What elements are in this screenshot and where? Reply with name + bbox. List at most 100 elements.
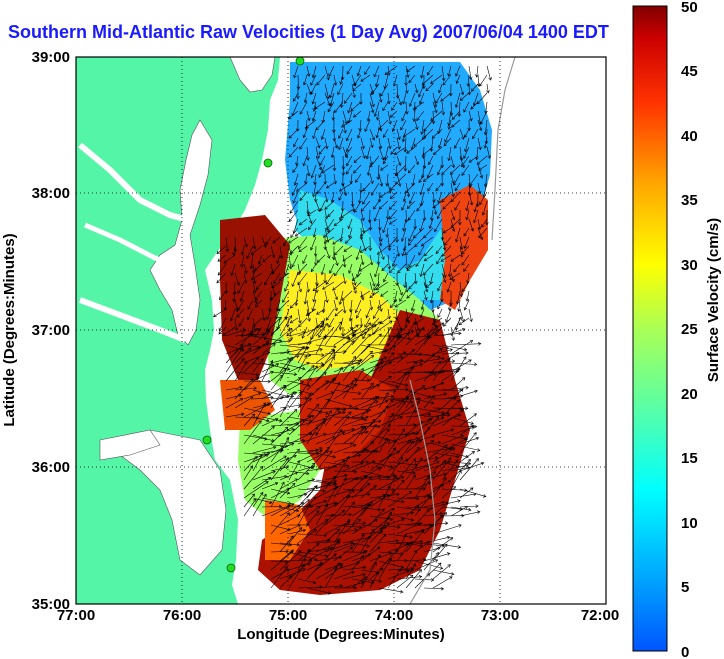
velocity-arrowhead bbox=[345, 152, 349, 157]
velocity-arrow bbox=[450, 316, 462, 337]
velocity-arrow bbox=[243, 413, 255, 427]
velocity-arrow bbox=[369, 128, 375, 141]
velocity-arrowhead bbox=[218, 331, 222, 335]
velocity-arrowhead bbox=[336, 381, 340, 386]
velocity-arrowhead bbox=[421, 175, 425, 179]
velocity-arrowhead bbox=[469, 118, 473, 122]
velocity-arrow bbox=[315, 556, 342, 562]
velocity-arrow bbox=[261, 505, 291, 517]
velocity-arrowhead bbox=[250, 251, 255, 255]
velocity-arrowhead bbox=[370, 144, 374, 149]
velocity-arrow bbox=[441, 65, 445, 81]
velocity-arrow bbox=[405, 83, 408, 94]
velocity-arrowhead bbox=[387, 72, 391, 76]
velocity-arrow bbox=[423, 227, 434, 239]
velocity-arrow bbox=[441, 191, 452, 203]
velocity-arrow bbox=[401, 200, 407, 211]
station-marker bbox=[263, 158, 273, 168]
velocity-arrow bbox=[450, 218, 461, 229]
velocity-arrow bbox=[413, 101, 425, 110]
velocity-arrowhead bbox=[442, 81, 446, 86]
velocity-arrowhead bbox=[424, 252, 428, 257]
velocity-arrowhead bbox=[408, 286, 412, 290]
velocity-arrowhead bbox=[469, 340, 474, 344]
velocity-arrowhead bbox=[479, 175, 484, 179]
velocity-arrowhead bbox=[362, 426, 366, 430]
velocity-arrow bbox=[261, 363, 279, 373]
velocity-arrowhead bbox=[290, 234, 294, 238]
velocity-arrowhead bbox=[236, 314, 240, 318]
velocity-arrowhead bbox=[322, 420, 326, 424]
velocity-arrow bbox=[469, 173, 479, 186]
velocity-arrowhead bbox=[397, 136, 401, 141]
velocity-arrow bbox=[271, 281, 281, 288]
velocity-arrow bbox=[324, 461, 349, 467]
velocity-arrowhead bbox=[459, 394, 464, 398]
velocity-arrowhead bbox=[449, 276, 453, 280]
velocity-arrowhead bbox=[274, 482, 279, 486]
velocity-arrowhead bbox=[410, 400, 414, 404]
velocity-arrow bbox=[463, 227, 470, 237]
velocity-arrowhead bbox=[447, 307, 452, 311]
velocity-arrow bbox=[450, 173, 454, 184]
velocity-arrow bbox=[359, 245, 371, 253]
velocity-arrow bbox=[333, 155, 335, 171]
velocity-arrowhead bbox=[333, 486, 337, 491]
velocity-arrow bbox=[369, 494, 390, 508]
velocity-arrowhead bbox=[380, 358, 384, 362]
velocity-arrow bbox=[387, 533, 413, 538]
velocity-arrowhead bbox=[302, 366, 306, 371]
velocity-arrowhead bbox=[291, 391, 295, 395]
velocity-arrowhead bbox=[216, 250, 220, 254]
velocity-arrow bbox=[369, 173, 373, 184]
velocity-arrowhead bbox=[321, 353, 325, 357]
velocity-arrowhead bbox=[315, 126, 320, 131]
velocity-arrowhead bbox=[355, 315, 360, 319]
velocity-arrowhead bbox=[331, 435, 336, 439]
velocity-arrowhead bbox=[315, 510, 320, 514]
velocity-arrowhead bbox=[275, 315, 279, 320]
velocity-arrow bbox=[459, 488, 486, 497]
velocity-arrow bbox=[279, 550, 302, 571]
velocity-arrowhead bbox=[285, 549, 289, 554]
velocity-arrow bbox=[414, 474, 432, 481]
velocity-arrowhead bbox=[444, 139, 448, 143]
velocity-arrowhead bbox=[391, 107, 395, 111]
velocity-arrow bbox=[369, 533, 387, 553]
velocity-arrowhead bbox=[478, 167, 482, 171]
velocity-arrow bbox=[298, 245, 308, 253]
velocity-arrowhead bbox=[339, 565, 343, 569]
velocity-arrowhead bbox=[388, 320, 393, 324]
velocity-arrowhead bbox=[336, 528, 341, 532]
velocity-arrow bbox=[351, 379, 370, 382]
velocity-arrow bbox=[390, 191, 398, 199]
velocity-arrowhead bbox=[412, 563, 416, 567]
velocity-arrowhead bbox=[334, 296, 338, 301]
velocity-arrowhead bbox=[353, 159, 358, 163]
velocity-arrow bbox=[348, 263, 353, 274]
velocity-arrowhead bbox=[384, 399, 389, 404]
velocity-arrowhead bbox=[360, 261, 365, 266]
velocity-arrow bbox=[234, 333, 255, 346]
velocity-arrow bbox=[432, 457, 452, 481]
velocity-arrowhead bbox=[271, 270, 275, 275]
velocity-arrow bbox=[383, 272, 389, 282]
velocity-arrow bbox=[252, 477, 271, 490]
velocity-arrowhead bbox=[291, 428, 296, 432]
velocity-arrowhead bbox=[372, 449, 376, 454]
velocity-arrowhead bbox=[453, 182, 457, 186]
velocity-arrowhead bbox=[359, 488, 364, 493]
velocity-arrow bbox=[279, 404, 302, 409]
velocity-arrow bbox=[468, 308, 472, 322]
velocity-arrow bbox=[472, 128, 479, 139]
velocity-arrowhead bbox=[446, 289, 451, 293]
velocity-arrow bbox=[338, 128, 344, 139]
velocity-arrow bbox=[387, 432, 415, 445]
velocity-arrow bbox=[351, 483, 371, 499]
velocity-arrow bbox=[444, 128, 452, 143]
velocity-arrowhead bbox=[244, 244, 248, 248]
velocity-vectors bbox=[213, 65, 492, 595]
velocity-arrowhead bbox=[375, 363, 379, 367]
velocity-arrowhead bbox=[239, 398, 244, 402]
velocity-arrowhead bbox=[420, 243, 425, 247]
